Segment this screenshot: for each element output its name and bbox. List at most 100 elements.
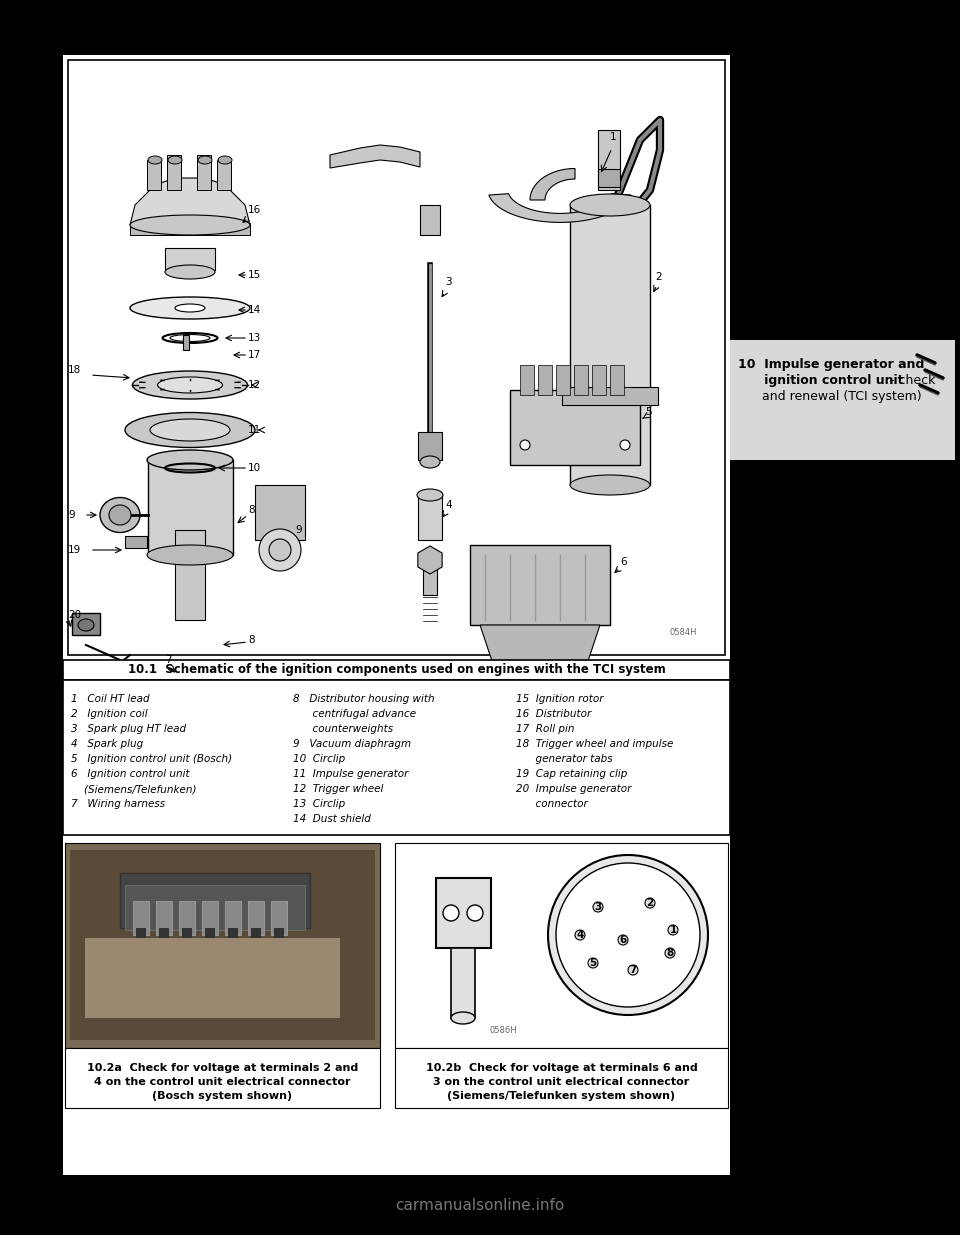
Polygon shape <box>330 144 420 168</box>
Polygon shape <box>530 168 575 200</box>
Bar <box>197 156 211 190</box>
Text: 4: 4 <box>576 930 584 940</box>
Bar <box>423 559 437 595</box>
Text: 3: 3 <box>445 277 451 287</box>
Text: 13: 13 <box>248 333 261 343</box>
Bar <box>192 705 197 709</box>
Text: 14  Dust shield: 14 Dust shield <box>294 814 372 824</box>
Ellipse shape <box>645 898 655 908</box>
Text: 8   Distributor housing with: 8 Distributor housing with <box>294 694 435 704</box>
Text: 3 on the control unit electrical connector: 3 on the control unit electrical connect… <box>433 1077 689 1087</box>
Text: (Siemens/Telefunken system shown): (Siemens/Telefunken system shown) <box>447 1091 676 1100</box>
Ellipse shape <box>570 475 650 495</box>
Bar <box>225 902 241 935</box>
Text: 18: 18 <box>68 366 82 375</box>
Bar <box>610 366 624 395</box>
Ellipse shape <box>175 304 205 312</box>
Ellipse shape <box>150 419 230 441</box>
Bar <box>451 948 475 1018</box>
Ellipse shape <box>148 156 162 164</box>
Ellipse shape <box>556 863 700 1007</box>
Bar <box>598 169 620 186</box>
Text: 20: 20 <box>68 610 82 620</box>
Ellipse shape <box>218 156 232 164</box>
Text: 4 on the control unit electrical connector: 4 on the control unit electrical connect… <box>94 1077 350 1087</box>
Polygon shape <box>130 178 250 225</box>
Text: 10.2b  Check for voltage at terminals 6 and: 10.2b Check for voltage at terminals 6 a… <box>425 1063 697 1073</box>
Bar <box>213 708 217 713</box>
Bar <box>592 366 606 395</box>
Ellipse shape <box>628 965 638 974</box>
Text: 20  Impulse generator: 20 Impulse generator <box>516 784 631 794</box>
Ellipse shape <box>162 701 218 719</box>
Text: 10  Circlip: 10 Circlip <box>294 755 346 764</box>
Text: 4: 4 <box>445 500 451 510</box>
Bar <box>169 710 173 714</box>
Text: 8: 8 <box>248 635 254 645</box>
Bar <box>72 613 100 635</box>
Text: 17: 17 <box>248 350 261 359</box>
Ellipse shape <box>618 935 628 945</box>
Text: 11: 11 <box>248 425 261 435</box>
Bar <box>179 902 195 935</box>
Text: 14: 14 <box>248 305 261 315</box>
Text: 9: 9 <box>68 510 75 520</box>
Bar <box>120 873 310 927</box>
Bar <box>63 56 730 1174</box>
Text: 10.2a  Check for voltage at terminals 2 and: 10.2a Check for voltage at terminals 2 a… <box>86 1063 358 1073</box>
Ellipse shape <box>620 440 630 450</box>
Ellipse shape <box>165 266 215 279</box>
Text: 15  Ignition rotor: 15 Ignition rotor <box>516 694 603 704</box>
Text: 5: 5 <box>645 408 652 417</box>
Text: 17  Roll pin: 17 Roll pin <box>516 724 574 734</box>
Text: (Bosch system shown): (Bosch system shown) <box>153 1091 293 1100</box>
Bar <box>271 902 287 935</box>
Text: carmanualsonline.info: carmanualsonline.info <box>396 1198 564 1213</box>
Bar <box>125 885 305 930</box>
Bar <box>164 709 169 713</box>
Text: 7: 7 <box>165 655 172 664</box>
Bar <box>510 390 640 466</box>
Text: 9   Vacuum diaphragm: 9 Vacuum diaphragm <box>294 739 412 748</box>
Bar <box>538 366 552 395</box>
Bar <box>63 659 730 680</box>
Text: 6: 6 <box>620 557 627 567</box>
Ellipse shape <box>665 948 675 958</box>
Ellipse shape <box>130 215 250 235</box>
Text: 3: 3 <box>594 902 602 911</box>
Bar <box>183 705 187 709</box>
Text: 0584H: 0584H <box>670 629 698 637</box>
Bar <box>159 927 169 939</box>
Ellipse shape <box>520 440 530 450</box>
Ellipse shape <box>515 680 565 700</box>
Bar <box>202 902 218 935</box>
Bar <box>251 927 261 939</box>
Text: 11  Impulse generator: 11 Impulse generator <box>294 769 409 779</box>
Bar <box>418 432 442 459</box>
Ellipse shape <box>467 905 483 921</box>
Bar <box>201 710 204 714</box>
Ellipse shape <box>269 538 291 561</box>
Bar <box>207 710 211 714</box>
Text: and renewal (TCI system): and renewal (TCI system) <box>738 390 922 403</box>
Text: 2: 2 <box>646 898 654 908</box>
Text: centrifugal advance: centrifugal advance <box>294 709 417 719</box>
Text: 12  Trigger wheel: 12 Trigger wheel <box>294 784 384 794</box>
Text: 18  Trigger wheel and impulse: 18 Trigger wheel and impulse <box>516 739 673 748</box>
Bar <box>192 711 197 715</box>
Text: 8: 8 <box>248 505 254 515</box>
Text: 2   Ignition coil: 2 Ignition coil <box>71 709 148 719</box>
Text: 3   Spark plug HT lead: 3 Spark plug HT lead <box>71 724 186 734</box>
Text: 2: 2 <box>655 272 661 282</box>
Text: 6   Ignition control unit: 6 Ignition control unit <box>71 769 190 779</box>
Ellipse shape <box>147 450 233 471</box>
Bar <box>167 156 181 190</box>
Text: 10  Impulse generator and: 10 Impulse generator and <box>738 358 924 370</box>
Ellipse shape <box>109 505 131 525</box>
Bar <box>274 927 284 939</box>
Bar <box>420 205 440 235</box>
Bar <box>182 927 192 939</box>
Text: 4   Spark plug: 4 Spark plug <box>71 739 143 748</box>
Text: 7: 7 <box>630 965 636 974</box>
Bar <box>148 459 233 555</box>
